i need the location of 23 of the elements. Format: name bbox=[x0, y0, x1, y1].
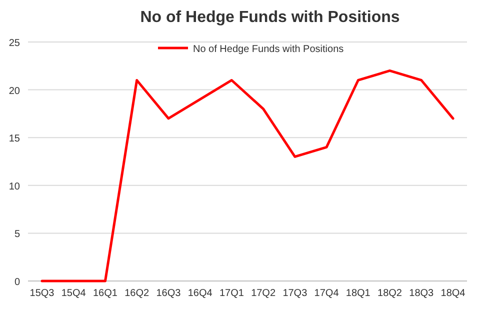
x-tick-label: 17Q3 bbox=[282, 288, 308, 299]
y-tick-label: 20 bbox=[8, 86, 20, 97]
x-tick-label: 17Q2 bbox=[251, 288, 276, 299]
x-tick-label: 18Q4 bbox=[440, 288, 466, 299]
chart-title: No of Hedge Funds with Positions bbox=[140, 9, 400, 26]
x-tick-label: 16Q3 bbox=[156, 288, 182, 299]
y-tick-label: 15 bbox=[8, 134, 20, 145]
x-tick-label: 17Q1 bbox=[219, 288, 244, 299]
x-tick-label: 18Q1 bbox=[346, 288, 371, 299]
x-tick-label: 15Q3 bbox=[30, 288, 55, 299]
y-tick-label: 25 bbox=[8, 38, 20, 49]
y-tick-label: 5 bbox=[14, 229, 20, 240]
y-tick-label: 10 bbox=[8, 181, 20, 192]
legend-label: No of Hedge Funds with Positions bbox=[193, 44, 344, 55]
x-tick-label: 16Q4 bbox=[188, 288, 213, 299]
x-tick-label: 18Q2 bbox=[378, 288, 402, 299]
x-tick-label: 18Q3 bbox=[409, 288, 434, 299]
x-tick-label: 16Q1 bbox=[92, 288, 118, 299]
line-series bbox=[40, 69, 454, 282]
x-tick-label: 16Q2 bbox=[124, 288, 150, 299]
x-tick-label: 15Q4 bbox=[61, 288, 86, 299]
y-tick-label: 0 bbox=[14, 277, 20, 288]
x-tick-label: 17Q4 bbox=[314, 288, 340, 299]
